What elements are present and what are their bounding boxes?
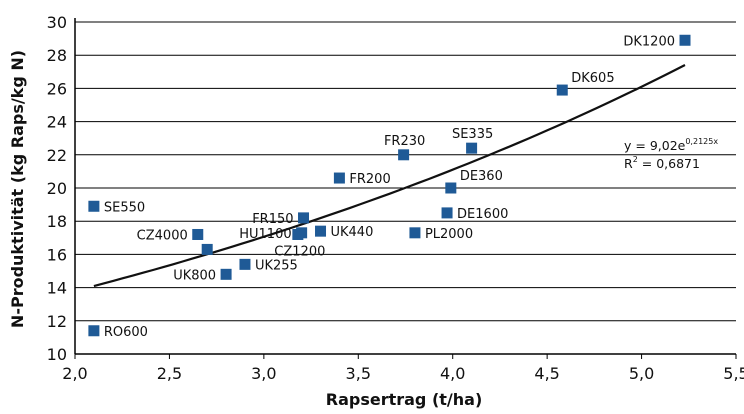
data-point bbox=[201, 243, 213, 255]
x-tick-label: 2,0 bbox=[62, 364, 87, 383]
x-axis-title: Rapsertrag (t/ha) bbox=[326, 390, 483, 409]
x-tick-label: 4,0 bbox=[440, 364, 465, 383]
point-label: FR200 bbox=[349, 172, 390, 187]
data-point bbox=[298, 212, 310, 224]
data-points bbox=[88, 34, 691, 337]
x-tick-label: 2,5 bbox=[157, 364, 182, 383]
point-labels: DK1200 DK605 SE335 FR230 DE360 FR200 DE1600 SE5… bbox=[104, 34, 675, 340]
y-tick-label: 26 bbox=[47, 79, 67, 98]
point-label: FR150 bbox=[252, 212, 293, 227]
y-tick-label: 12 bbox=[47, 312, 67, 331]
y-tick-label: 10 bbox=[47, 345, 67, 364]
x-tick-label: 3,5 bbox=[346, 364, 371, 383]
point-label: HU1100 bbox=[239, 227, 291, 242]
y-tick-label: 18 bbox=[47, 212, 67, 231]
y-tick-label: 28 bbox=[47, 46, 67, 65]
trendline bbox=[93, 64, 686, 288]
point-label: SE335 bbox=[452, 127, 493, 142]
y-tick-label: 24 bbox=[47, 113, 67, 132]
x-tick-label: 3,0 bbox=[251, 364, 276, 383]
data-point bbox=[192, 228, 204, 240]
point-label: FR230 bbox=[384, 134, 425, 149]
y-tick-label: 30 bbox=[47, 13, 67, 32]
point-label: DE360 bbox=[460, 169, 503, 184]
x-tick-label: 5,0 bbox=[629, 364, 654, 383]
data-point bbox=[292, 228, 304, 240]
data-point bbox=[445, 182, 457, 194]
point-label: UK440 bbox=[331, 225, 374, 240]
point-label: DE1600 bbox=[457, 207, 508, 222]
axes: 10 12 14 16 18 20 22 24 26 28 30 2,0 2,5 3,0 3,5 4,0 4,5… bbox=[47, 13, 744, 383]
data-point bbox=[556, 84, 568, 96]
point-label: PL2000 bbox=[425, 227, 473, 242]
trendline-equation: y = 9,02e0,2125x bbox=[624, 137, 718, 153]
y-tick-label: 16 bbox=[47, 245, 67, 264]
point-label: UK255 bbox=[255, 258, 298, 273]
data-point bbox=[220, 268, 232, 280]
y-axis-title: N-Produktivität (kg Raps/kg N) bbox=[8, 50, 27, 328]
trendline-group bbox=[93, 64, 686, 288]
y-tick-label: 20 bbox=[47, 179, 67, 198]
trendline-r2: R2 = 0,6871 bbox=[624, 155, 700, 171]
data-point bbox=[239, 258, 251, 270]
point-label: DK1200 bbox=[623, 34, 675, 49]
y-tick-label: 14 bbox=[47, 279, 67, 298]
x-tick-label: 4,5 bbox=[534, 364, 559, 383]
data-point bbox=[88, 325, 100, 337]
data-point bbox=[409, 227, 421, 239]
data-point bbox=[398, 149, 410, 161]
data-point bbox=[679, 34, 691, 46]
point-label: RO600 bbox=[104, 325, 148, 340]
point-label: SE550 bbox=[104, 200, 145, 215]
point-label: UK800 bbox=[173, 268, 216, 283]
y-tick-label: 22 bbox=[47, 146, 67, 165]
data-point bbox=[315, 225, 327, 237]
x-tick-label: 5,5 bbox=[723, 364, 744, 383]
point-label: CZ4000 bbox=[137, 228, 188, 243]
point-label: CZ1200 bbox=[274, 244, 325, 259]
point-label: DK605 bbox=[571, 71, 614, 86]
data-point bbox=[333, 172, 345, 184]
data-point bbox=[88, 200, 100, 212]
data-point bbox=[466, 142, 478, 154]
data-point bbox=[441, 207, 453, 219]
